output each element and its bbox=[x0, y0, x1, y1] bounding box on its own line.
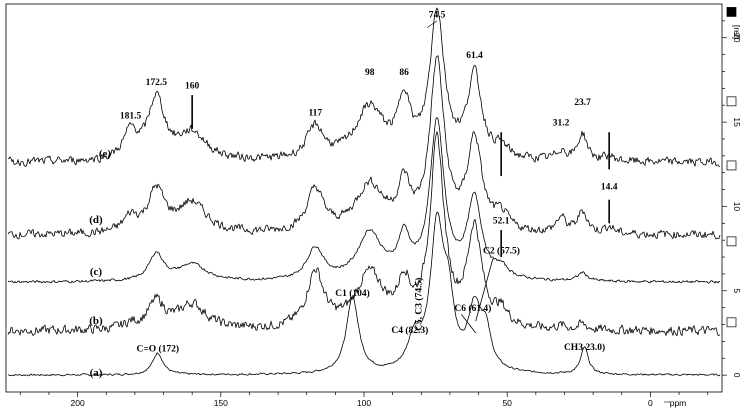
x-axis-unit-label: ppm bbox=[670, 398, 687, 408]
peak-marker-lines bbox=[191, 20, 610, 334]
y-tick-label: 20 bbox=[732, 33, 742, 43]
annotation-label: C4 (82.3) bbox=[391, 325, 428, 336]
annotation-label: 160 bbox=[185, 81, 200, 91]
annotation-label: 181.5 bbox=[120, 112, 142, 122]
x-axis: 200 150 100 50 0 ppm bbox=[19, 392, 709, 408]
trace-offset-marker bbox=[726, 96, 737, 107]
peak-marker bbox=[426, 20, 438, 28]
annotation-label: 172.5 bbox=[146, 78, 168, 88]
annotation-label: 23.7 bbox=[574, 98, 591, 108]
trace-label: (e) bbox=[99, 148, 112, 160]
series-line-e bbox=[7, 7, 720, 167]
annotation-label: 31.2 bbox=[553, 118, 570, 128]
annotation-label: 52.1 bbox=[493, 216, 510, 226]
annotation-label: 74.5 bbox=[429, 10, 446, 20]
annotation-label: C6 (61.4) bbox=[454, 303, 491, 314]
trace-offset-marker bbox=[726, 160, 737, 171]
spectrum-traces bbox=[7, 7, 721, 377]
y-axis-unit-label: [rel] bbox=[732, 25, 742, 39]
annotation-label: 86 bbox=[399, 68, 409, 78]
annotation-label: C1 (104) bbox=[335, 288, 370, 299]
annotation-label: C=O (172) bbox=[136, 344, 179, 355]
series-line-b bbox=[7, 131, 721, 337]
trace-label: (d) bbox=[89, 214, 103, 226]
y-axis: 0 5 10 15 20[rel] bbox=[722, 7, 742, 378]
y-tick-label: 10 bbox=[732, 202, 742, 212]
peak-marker bbox=[461, 314, 477, 334]
annotation-label: 61.4 bbox=[466, 51, 483, 61]
x-tick-label: 0 bbox=[648, 398, 653, 408]
annotation-label: 98 bbox=[365, 68, 375, 78]
peak-marker bbox=[475, 258, 494, 322]
annotation-label: 14.4 bbox=[601, 183, 618, 193]
trace-offset-marker bbox=[726, 317, 737, 328]
trace-label: (c) bbox=[90, 266, 103, 278]
series-line-c bbox=[7, 117, 721, 284]
annotation-label: 117 bbox=[308, 108, 322, 118]
x-tick-label: 100 bbox=[357, 398, 371, 408]
y-tick-label: 0 bbox=[732, 373, 742, 378]
series-line-a bbox=[7, 211, 721, 377]
y-tick-label: 5 bbox=[732, 288, 742, 293]
plot-border bbox=[5, 3, 723, 393]
x-tick-label: 200 bbox=[71, 398, 85, 408]
trace-offset-marker bbox=[726, 236, 737, 247]
x-tick-label: 150 bbox=[214, 398, 228, 408]
peak-labels: (a) (b) (c) (d) (e) C=O (172) C1 (104) C4 (82.3… bbox=[89, 10, 617, 379]
plot-frame bbox=[5, 3, 723, 393]
annotation-label: CH3 23.0) bbox=[564, 342, 605, 353]
annotation-label: C2 (57.5) bbox=[483, 246, 520, 257]
trace-label: (b) bbox=[89, 315, 103, 327]
annotation-label: C5, C3 (74.5) bbox=[413, 278, 424, 331]
trace-offset-marker bbox=[726, 7, 737, 17]
trace-label: (a) bbox=[90, 367, 103, 379]
y-tick-label: 15 bbox=[732, 117, 742, 127]
x-tick-label: 50 bbox=[502, 398, 512, 408]
series-line-d bbox=[7, 55, 721, 240]
